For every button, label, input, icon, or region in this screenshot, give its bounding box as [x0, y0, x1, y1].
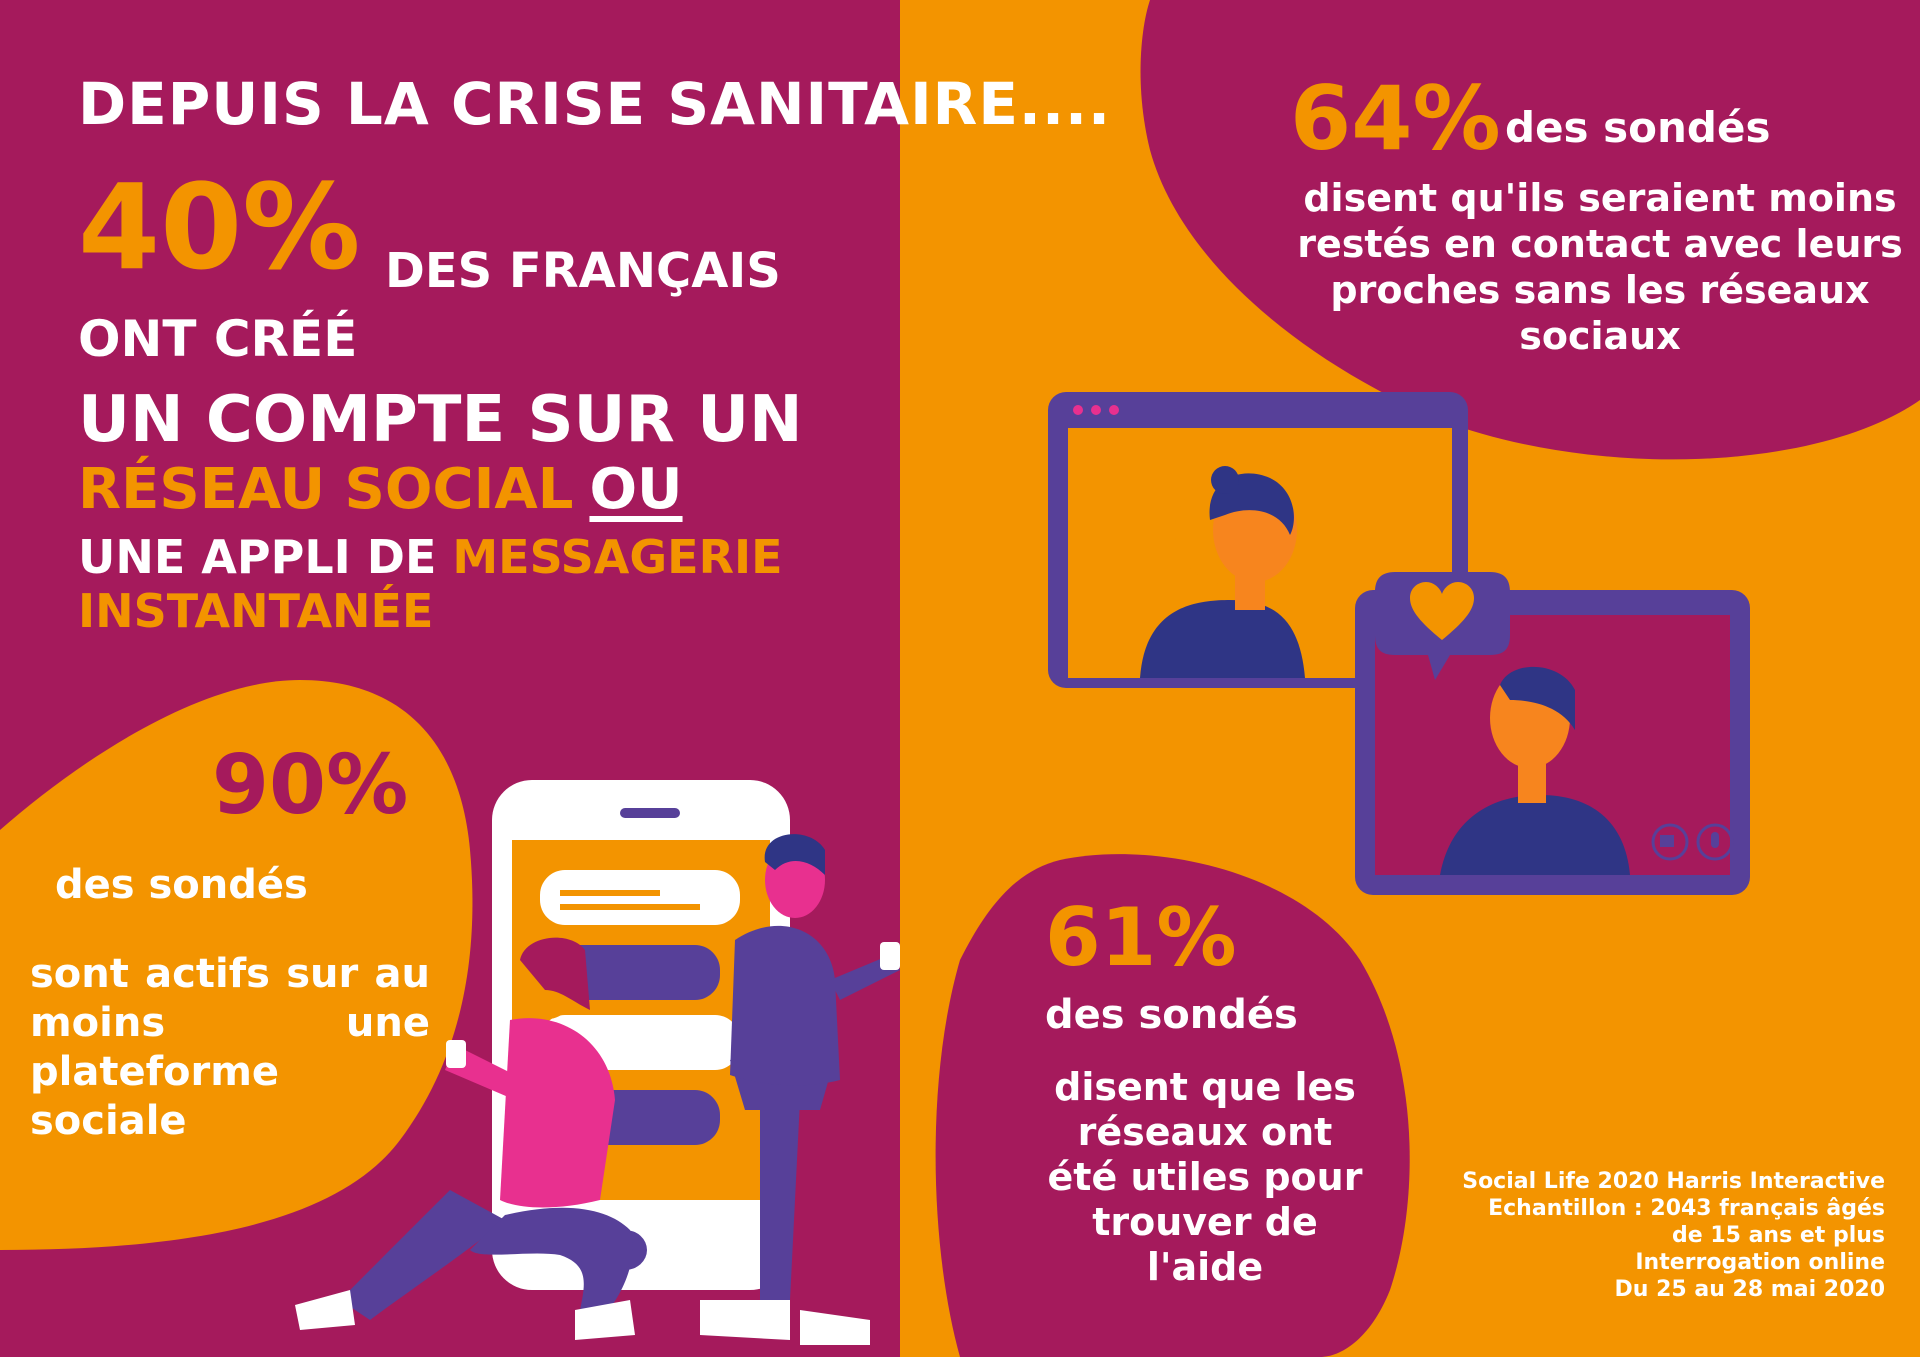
stat-90-label: des sondés [55, 862, 308, 908]
stat-64-label: des sondés [1505, 103, 1771, 152]
stat-61-label: des sondés [1045, 992, 1298, 1038]
stat-64-description: disent qu'ils seraient moins restés en c… [1297, 176, 1903, 358]
headline-percent: 40% [78, 158, 361, 296]
source-note: Social Life 2020 Harris Interactive Echa… [1340, 1168, 1885, 1303]
stat-61-percent: 61% [1045, 891, 1237, 984]
bottom-left-blob [0, 680, 473, 1250]
stat-90-percent: 90% [212, 738, 409, 833]
source-line-2: Echantillon : 2043 français âgés [1488, 1196, 1885, 1221]
source-line-4: Interrogation online [1635, 1250, 1885, 1275]
headline-line-1: DES FRANÇAIS [385, 243, 781, 299]
heart-bubble [1375, 572, 1510, 680]
headline-app-text: UNE APPLI DE [78, 530, 453, 584]
stat-64-percent: 64% [1290, 67, 1501, 170]
woman-illustration [295, 937, 635, 1340]
stat-90-description: sont actifs sur au moins une plateforme … [30, 951, 430, 1144]
headline-messaging: MESSAGERIE [452, 530, 783, 584]
headline-line-2: ONT CRÉÉ [78, 310, 358, 368]
headline-line-5: UNE APPLI DE MESSAGERIE [78, 530, 783, 584]
headline-social-network: RÉSEAU SOCIAL [78, 457, 574, 522]
man-illustration [700, 834, 900, 1345]
source-line-3: de 15 ans et plus [1671, 1223, 1885, 1248]
bottom-right-blob [935, 854, 1410, 1357]
source-line-5: Du 25 au 28 mai 2020 [1614, 1277, 1886, 1302]
headline-line-4: RÉSEAU SOCIAL OU [78, 457, 683, 522]
page-title: DEPUIS LA CRISE SANITAIRE.... [78, 70, 1112, 138]
headline-line-3: UN COMPTE SUR UN [78, 383, 803, 457]
headline-line-6: INSTANTANÉE [78, 584, 434, 638]
source-line-1: Social Life 2020 Harris Interactive [1462, 1169, 1885, 1194]
headline-or: OU [589, 457, 683, 522]
top-right-blob [1140, 0, 1920, 460]
stat-61-description: disent que les réseaux ont été utiles po… [1047, 1065, 1363, 1289]
